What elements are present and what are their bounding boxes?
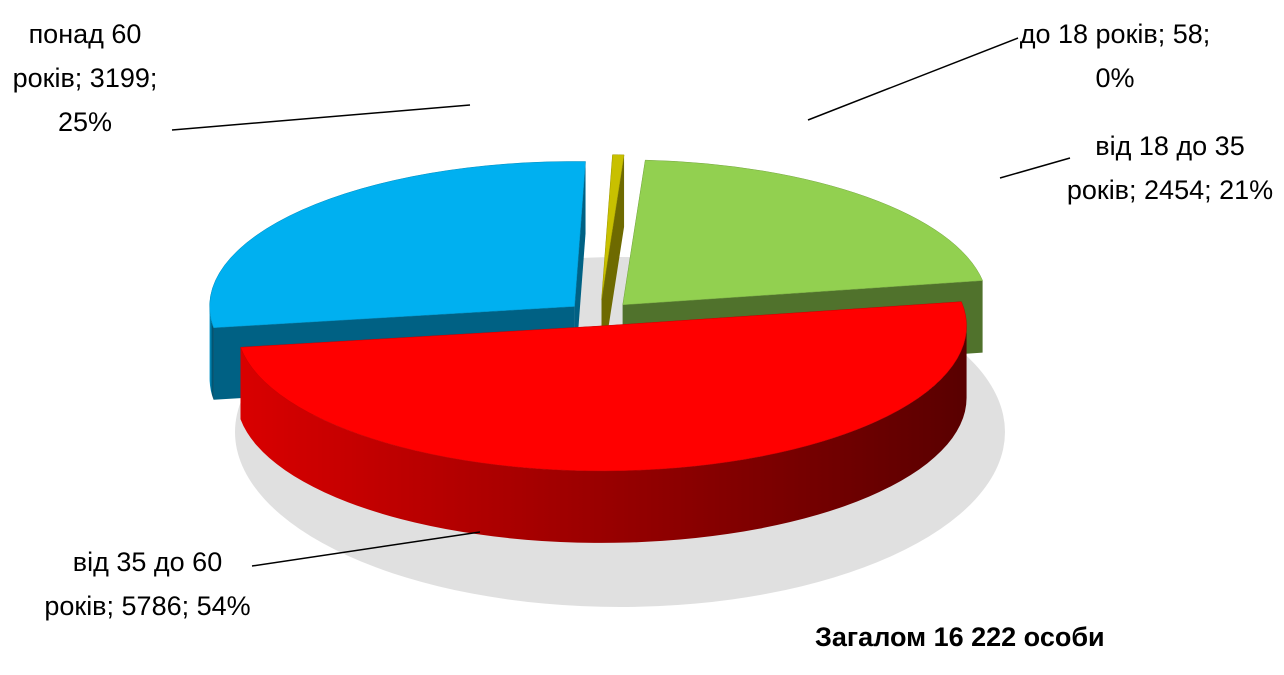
slice-top — [240, 301, 967, 472]
slice-wall — [209, 306, 214, 400]
slice-top — [209, 161, 586, 329]
slice-wall — [240, 325, 967, 543]
slice-side — [601, 154, 625, 372]
slice-top — [622, 159, 983, 306]
slice-top — [601, 154, 625, 300]
data-label: від 35 до 60 років; 5786; 54% — [44, 547, 251, 621]
total-note: Загалом 16 222 особи — [815, 622, 1105, 652]
leader-line — [999, 157, 1071, 179]
leader-line — [171, 104, 471, 131]
leader-line — [807, 37, 1019, 121]
data-label: понад 60 років; 3199; 25% — [12, 19, 158, 137]
slice-side — [574, 161, 586, 379]
leader-line — [251, 531, 481, 567]
data-label: до 18 років; 58; 0% — [1019, 19, 1211, 93]
data-label: від 18 до 35 років; 2454; 21% — [1066, 131, 1274, 205]
